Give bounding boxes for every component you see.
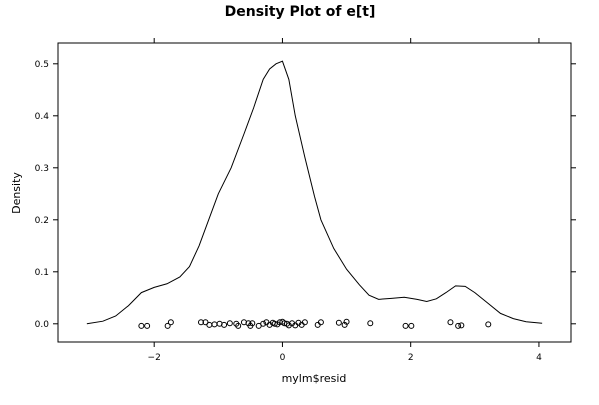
y-tick-label: 0.1 [35, 268, 49, 278]
residual-point [447, 319, 454, 326]
series-layer [86, 60, 543, 329]
x-tick-label: 0 [280, 353, 286, 363]
residual-point [455, 322, 462, 329]
x-tick-label: 4 [536, 353, 542, 363]
residual-point [138, 322, 145, 329]
residual-point [167, 319, 174, 326]
y-tick-label: 0.0 [35, 320, 50, 330]
residual-point [249, 320, 256, 327]
y-tick-label: 0.4 [35, 112, 50, 122]
residual-point [211, 321, 218, 328]
y-axis-label: Density [10, 172, 23, 214]
residual-point [144, 322, 151, 329]
residual-point [271, 320, 278, 327]
residual-point [226, 320, 233, 327]
plot-frame [57, 42, 572, 343]
residual-point [260, 320, 267, 327]
x-tick-label: −2 [148, 353, 161, 363]
residual-point [402, 322, 409, 329]
residual-point [317, 319, 324, 326]
y-tick-label: 0.5 [35, 60, 49, 70]
residual-point [197, 319, 204, 326]
residual-point [335, 319, 342, 326]
residual-point [367, 320, 374, 327]
residual-point [408, 322, 415, 329]
residual-point [343, 318, 350, 325]
residual-point [206, 321, 213, 328]
y-tick-label: 0.2 [35, 216, 49, 226]
y-tick-label: 0.3 [35, 164, 49, 174]
residual-point [301, 319, 308, 326]
chart-title: Density Plot of e[t] [225, 4, 376, 20]
residual-point [235, 322, 242, 329]
residual-point [341, 321, 348, 328]
x-tick-label: 2 [408, 353, 414, 363]
ticks-layer: −2 0 2 4 0.0 0.1 0.2 0.3 0.4 0.5 [35, 38, 576, 363]
residual-point [164, 322, 171, 329]
density-curve [86, 60, 543, 325]
residual-point [485, 321, 492, 328]
residual-point [458, 322, 465, 329]
residual-point [221, 321, 228, 328]
x-axis-label: mylm$resid [282, 372, 347, 385]
